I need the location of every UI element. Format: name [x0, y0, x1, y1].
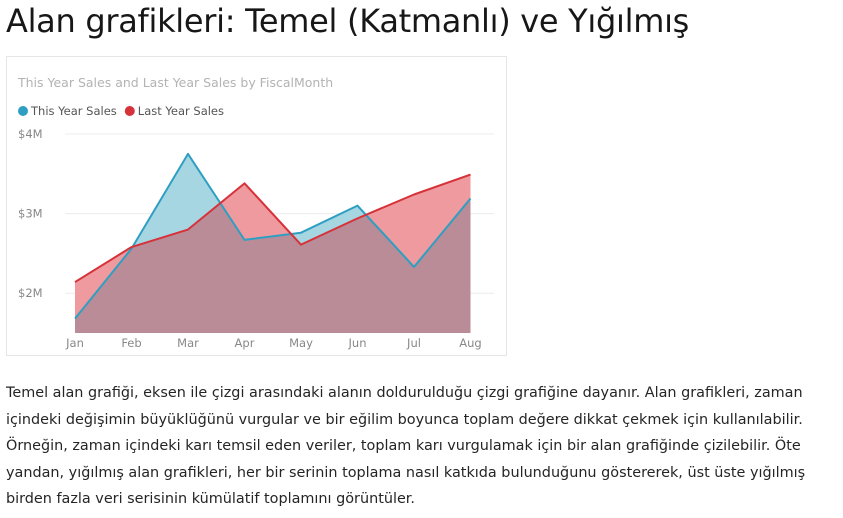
plot-area [75, 153, 471, 333]
x-tick-label: Feb [121, 336, 141, 350]
x-tick-label: Jun [348, 336, 367, 350]
y-tick-label: $3M [18, 207, 43, 221]
y-tick-label: $2M [18, 286, 43, 300]
x-tick-label: Jan [65, 336, 84, 350]
area-chart: This Year Sales and Last Year Sales by F… [17, 75, 494, 350]
legend-marker-2[interactable] [124, 106, 135, 116]
y-axis: $2M $3M $4M [18, 127, 43, 300]
legend-label-1[interactable]: This Year Sales [30, 104, 117, 118]
x-tick-label: Jul [406, 336, 421, 350]
page-title: Alan grafikleri: Temel (Katmanlı) ve Yığ… [6, 2, 690, 40]
x-tick-label: May [289, 336, 313, 350]
y-tick-label: $4M [18, 127, 43, 141]
x-tick-label: Apr [235, 336, 255, 350]
body-paragraph: Temel alan grafiği, eksen ile çizgi aras… [6, 385, 806, 508]
legend: This Year Sales Last Year Sales [18, 104, 224, 118]
series-lines [74, 152, 472, 320]
x-tick-label: Mar [177, 336, 199, 350]
legend-marker-1[interactable] [18, 106, 28, 116]
chart-title: This Year Sales and Last Year Sales by F… [17, 75, 333, 90]
legend-label-2[interactable]: Last Year Sales [138, 104, 224, 118]
series-line-2[interactable] [74, 173, 471, 283]
x-tick-label: Aug [459, 336, 481, 350]
series-line-1[interactable] [74, 152, 472, 320]
x-axis: Jan Feb Mar Apr May Jun Jul Aug [65, 336, 482, 350]
area-chart-visual[interactable]: This Year Sales and Last Year Sales by F… [6, 56, 507, 356]
